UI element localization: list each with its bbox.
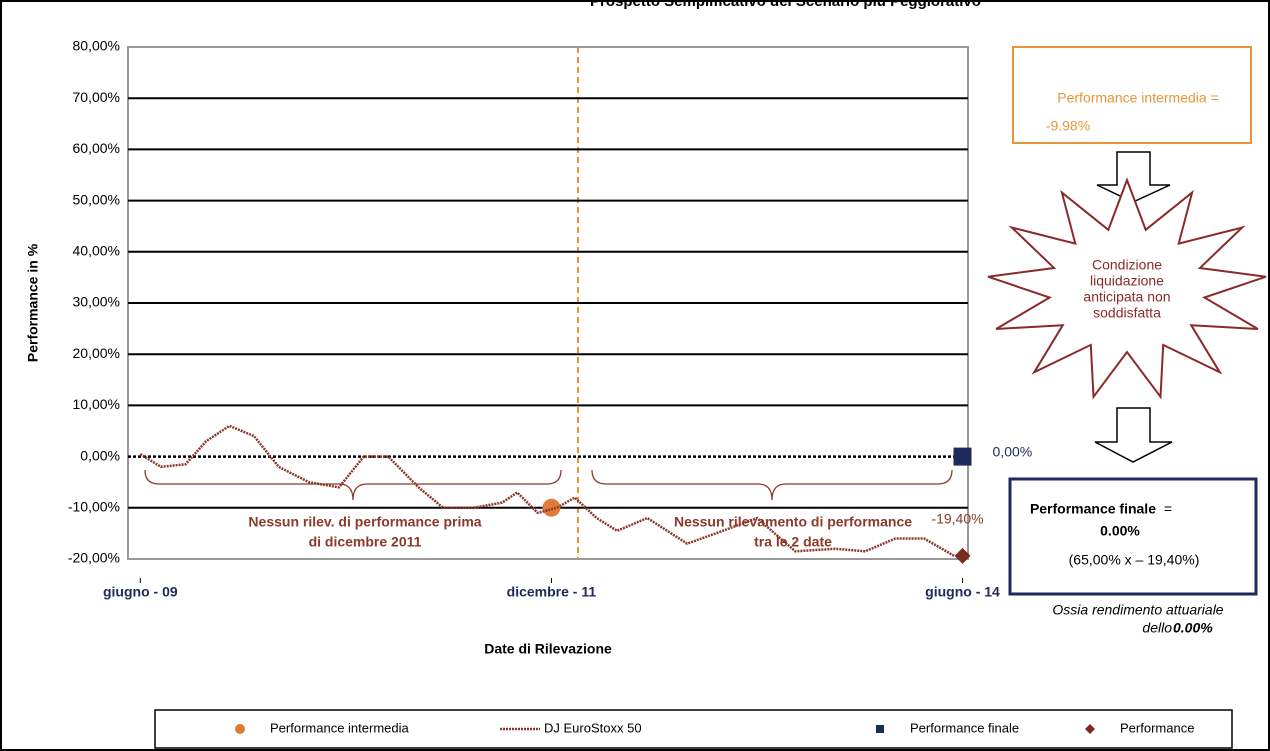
y-tick-label: 20,00% [73, 345, 120, 361]
arrow [1096, 151, 1171, 203]
legend-label: Performance intermedia [270, 720, 409, 735]
line [139, 424, 955, 558]
data-label: -19,40% [931, 511, 983, 527]
legend-swatch [1085, 724, 1095, 734]
point [542, 498, 561, 517]
y-tick-label: -10,00% [68, 499, 120, 515]
y-tick-label: 60,00% [73, 140, 120, 156]
data-label: 0,00% [993, 443, 1033, 459]
annotation: tra le 2 date [754, 534, 832, 550]
point [953, 447, 972, 466]
panel-text: Ossia rendimento attuariale [1052, 602, 1223, 618]
panel-text: anticipata non [1083, 289, 1170, 305]
y-tick-label: 30,00% [73, 294, 120, 310]
x-tick-label: dicembre - 11 [507, 584, 597, 600]
panel-text: (65,00% x – 19,40%) [1069, 552, 1200, 568]
x-axis-label: Date di Rilevazione [484, 641, 612, 657]
panel-text: = [1164, 501, 1172, 517]
legend-swatch [235, 724, 245, 734]
y-axis-label: Performance in % [25, 243, 41, 362]
panel-text: 0.00% [1100, 523, 1140, 539]
finale-box [1008, 477, 1258, 596]
panel-text: soddisfatta [1093, 305, 1161, 321]
y-tick-label: 10,00% [73, 396, 120, 412]
legend-label: DJ EuroStoxx 50 [544, 720, 642, 735]
legend [154, 709, 1233, 749]
y-tick-label: 40,00% [73, 243, 120, 259]
arrow [1094, 407, 1173, 463]
annotation: Nessun rilev. di performance prima [248, 514, 481, 530]
y-tick-label: 80,00% [73, 38, 120, 54]
point [954, 547, 971, 564]
y-tick-label: -20,00% [68, 550, 120, 566]
panel-text: Performance intermedia = [1057, 90, 1218, 106]
x-tick-label: giugno - 14 [925, 584, 1000, 600]
x-tick-label: giugno - 09 [103, 584, 178, 600]
panel-text: Performance finale [1030, 501, 1156, 517]
brace [144, 469, 562, 501]
brace [591, 469, 953, 501]
star [987, 177, 1267, 400]
y-tick-label: 50,00% [73, 191, 120, 207]
intermedia-box [1012, 46, 1252, 144]
y-tick-label: 70,00% [73, 89, 120, 105]
legend-label: Performance finale [910, 720, 1019, 735]
panel-text: 0.00% [1173, 620, 1213, 636]
legend-swatch [876, 725, 884, 733]
panel-text: -9.98% [1046, 118, 1090, 134]
panel-text: Condizione [1092, 257, 1162, 273]
panel-text: liquidazione [1090, 273, 1164, 289]
chart-title: Prospetto Semplificativo del Scenario pi… [590, 0, 981, 10]
legend-label: Performance [1120, 720, 1194, 735]
y-tick-label: 0,00% [80, 447, 120, 463]
annotation: Nessun rilevamento di performance [674, 514, 912, 530]
annotation: di dicembre 2011 [309, 534, 422, 550]
panel-text: dello [1142, 620, 1172, 636]
